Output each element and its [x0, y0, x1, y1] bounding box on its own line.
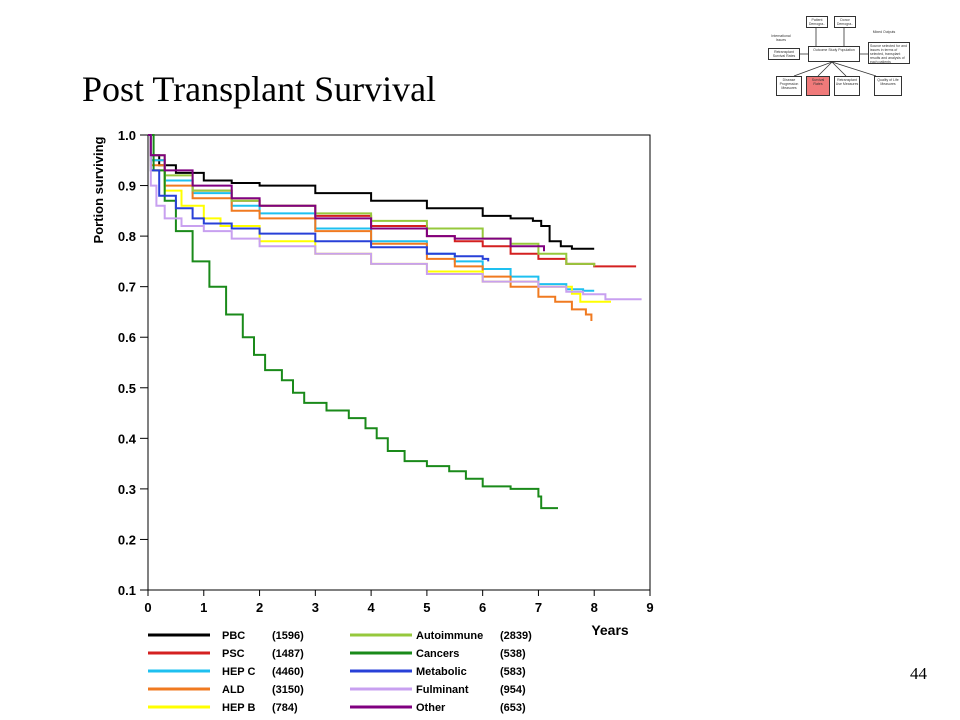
- series-line-hep-b: [148, 134, 611, 303]
- y-axis-label: Portion surviving: [91, 136, 106, 243]
- x-tick-label: 0: [144, 600, 151, 615]
- flow-box: Donor Demogra..: [834, 16, 856, 28]
- legend-label-metabolic: Metabolic: [416, 666, 467, 678]
- legend-count-psc: (1487): [272, 648, 304, 660]
- flow-box: Source selected for and issues in terms …: [868, 42, 910, 64]
- legend-count-fulminant: (954): [500, 684, 526, 696]
- legend: PBC (1596) PSC (1487) HEP C (4460) ALD (3150) HE…: [148, 630, 532, 714]
- y-tick-label: 1.0: [118, 128, 136, 143]
- x-tick-label: 9: [646, 600, 653, 615]
- y-tick-label: 0.6: [118, 330, 136, 345]
- legend-label-ald: ALD: [222, 684, 245, 696]
- legend-label-fulminant: Fulminant: [416, 684, 469, 696]
- legend-label-autoimmune: Autoimmune: [416, 630, 483, 642]
- legend-count-autoimmune: (2839): [500, 630, 532, 642]
- y-tick-label: 0.2: [118, 532, 136, 547]
- x-tick-label: 7: [535, 600, 542, 615]
- legend-label-pbc: PBC: [222, 630, 245, 642]
- plot-frame: [147, 134, 651, 591]
- series-line-metabolic: [148, 134, 490, 262]
- legend-label-hep-c: HEP C: [222, 666, 255, 678]
- series-line-pbc: [148, 134, 595, 250]
- legend-label-cancers: Cancers: [416, 648, 459, 660]
- legend-count-hep-c: (4460): [272, 666, 304, 678]
- x-tick-label: 1: [200, 600, 207, 615]
- series-line-other: [148, 134, 545, 252]
- x-tick-label: 5: [423, 600, 430, 615]
- legend-count-pbc: (1596): [272, 630, 304, 642]
- flow-label: Mixed Outputs: [872, 30, 896, 34]
- legend-count-ald: (3150): [272, 684, 304, 696]
- page-number: 44: [910, 664, 927, 683]
- x-tick-label: 8: [591, 600, 598, 615]
- y-tick-label: 0.9: [118, 179, 136, 194]
- flow-box: Retransplant Survival Rates: [768, 48, 800, 60]
- legend-label-psc: PSC: [222, 648, 245, 660]
- series-line-cancers: [148, 134, 558, 510]
- axes: 1.0 0.9 0.8 0.7 0.6 0.5 0.4 0.3 0.2 0.1 0 1 2 3 4 5 6 7 8 9: [118, 128, 654, 615]
- flow-box-highlighted: Survival Rates: [806, 76, 830, 96]
- legend-count-cancers: (538): [500, 648, 526, 660]
- legend-count-hep-b: (784): [272, 702, 298, 714]
- x-tick-label: 6: [479, 600, 486, 615]
- legend-count-metabolic: (583): [500, 666, 526, 678]
- y-tick-label: 0.4: [118, 431, 137, 446]
- series-layer: [148, 134, 642, 510]
- legend-label-hep-b: HEP B: [222, 702, 255, 714]
- series-line-hep-c: [148, 134, 595, 292]
- series-line-autoimmune: [148, 134, 596, 267]
- y-tick-label: 0.5: [118, 381, 136, 396]
- flow-diagram-thumbnail: Patient Demogra.. Donor Demogra.. Intern…: [764, 14, 912, 102]
- flow-box: Retransplant Use Measures: [834, 76, 860, 96]
- x-tick-label: 2: [256, 600, 263, 615]
- y-tick-label: 0.7: [118, 280, 136, 295]
- y-tick-label: 0.1: [118, 583, 136, 598]
- legend-label-other: Other: [416, 702, 446, 714]
- y-tick-label: 0.3: [118, 482, 136, 497]
- y-tick-label: 0.8: [118, 229, 136, 244]
- x-axis-label: Years: [591, 622, 629, 638]
- x-tick-label: 4: [367, 600, 375, 615]
- flow-diagram-connectors: [793, 28, 877, 77]
- series-line-fulminant: [148, 134, 642, 301]
- flow-box: Disease Progression Measures: [776, 76, 802, 96]
- slide-title: Post Transplant Survival: [82, 69, 437, 109]
- flow-box: Outcome Study Population: [808, 46, 860, 62]
- flow-box: Patient Demogra..: [806, 16, 828, 28]
- x-tick-label: 3: [312, 600, 319, 615]
- flow-label: International Issues: [771, 34, 791, 42]
- flow-box: Quality of Life Measures: [874, 76, 902, 96]
- legend-count-other: (653): [500, 702, 526, 714]
